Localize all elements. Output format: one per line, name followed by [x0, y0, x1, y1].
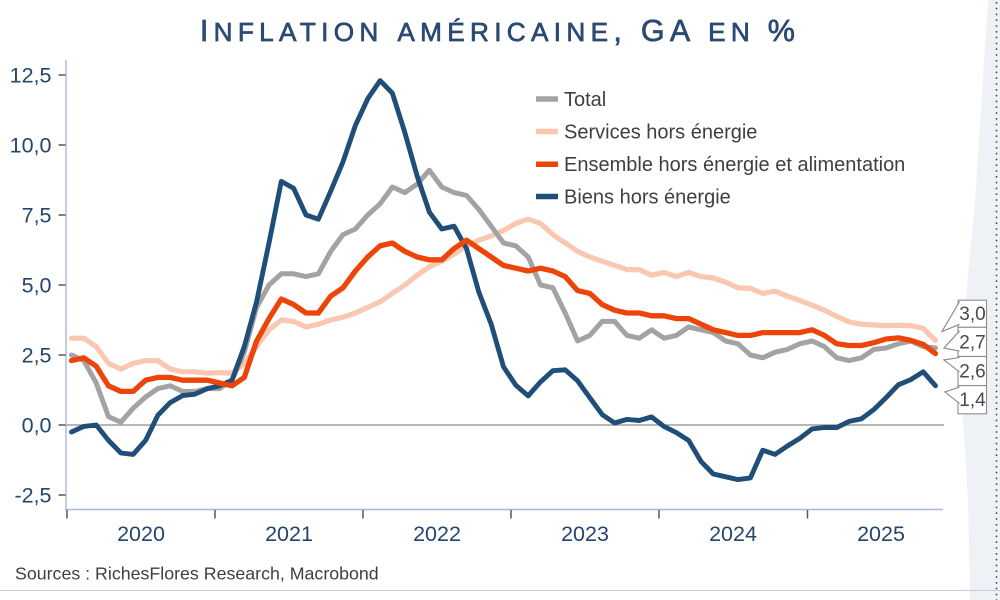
svg-text:2023: 2023: [561, 522, 609, 546]
svg-text:0,0: 0,0: [22, 414, 52, 438]
svg-text:12,5: 12,5: [10, 64, 52, 88]
svg-text:Sources : RichesFlores Researc: Sources : RichesFlores Research, Macrobo…: [15, 564, 379, 584]
svg-text:1,4: 1,4: [959, 390, 986, 411]
svg-text:Services hors énergie: Services hors énergie: [564, 121, 757, 143]
svg-text:5,0: 5,0: [22, 274, 52, 298]
svg-text:-2,5: -2,5: [14, 484, 51, 508]
svg-text:Total: Total: [564, 89, 606, 111]
svg-text:Biens hors énergie: Biens hors énergie: [564, 186, 731, 208]
svg-text:Ensemble hors énergie et alime: Ensemble hors énergie et alimentation: [564, 154, 905, 176]
svg-text:7,5: 7,5: [22, 204, 52, 228]
svg-text:INFLATION AMÉRICAINE, GA EN %: INFLATION AMÉRICAINE, GA EN %: [200, 14, 800, 48]
svg-text:2,6: 2,6: [959, 362, 985, 383]
svg-text:10,0: 10,0: [10, 134, 52, 158]
svg-text:2021: 2021: [265, 522, 313, 546]
svg-text:2,7: 2,7: [959, 332, 985, 353]
svg-text:2024: 2024: [709, 522, 757, 546]
svg-text:2022: 2022: [413, 522, 461, 546]
svg-text:2,5: 2,5: [22, 344, 52, 368]
svg-text:2020: 2020: [117, 522, 165, 546]
svg-text:3,0: 3,0: [959, 304, 985, 325]
svg-text:2025: 2025: [857, 522, 905, 546]
